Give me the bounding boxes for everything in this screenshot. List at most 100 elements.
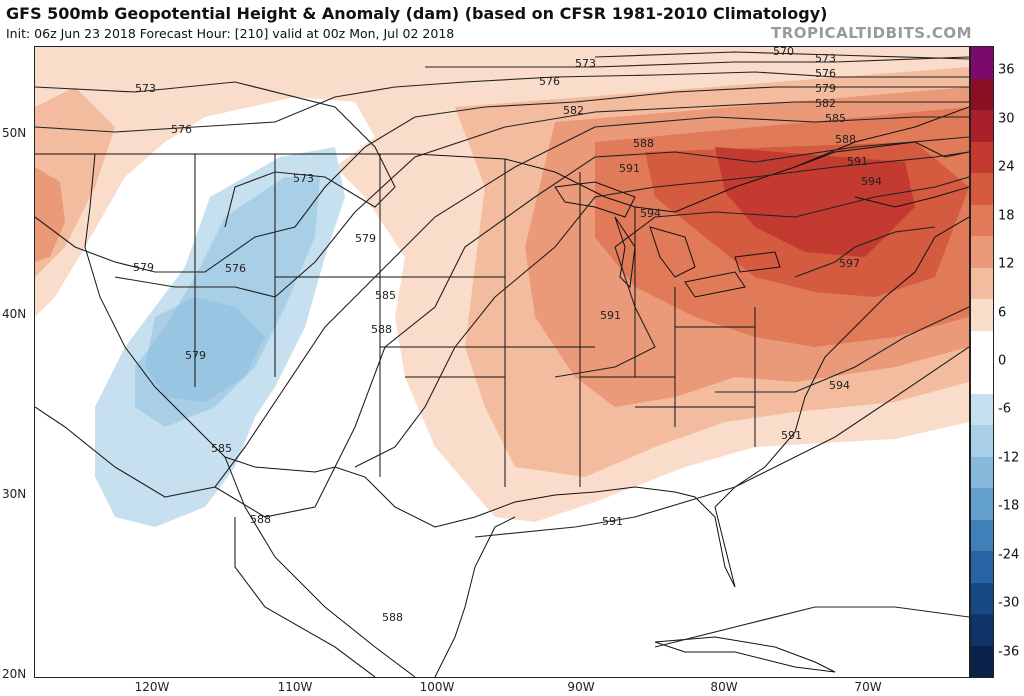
contour-value-label: 588 bbox=[835, 133, 856, 146]
map-panel: 570 573 573 576 579 573 576 579 582 585 588 591 594 5… bbox=[34, 46, 970, 678]
colorbar-tick-label: -30 bbox=[998, 595, 1020, 611]
colorbar-segment bbox=[971, 393, 993, 425]
colorbar-tick-label: 24 bbox=[998, 159, 1015, 175]
lon-label-100w: 100W bbox=[419, 680, 455, 694]
contour-value-label: 597 bbox=[839, 257, 860, 270]
contour-value-label: 579 bbox=[815, 82, 836, 95]
lat-label-40n: 40N bbox=[2, 307, 27, 321]
chart-title: GFS 500mb Geopotential Height & Anomaly … bbox=[6, 4, 828, 23]
colorbar-segment bbox=[971, 362, 993, 394]
contour-588 bbox=[214, 136, 969, 518]
contour-value-label: 585 bbox=[211, 442, 232, 455]
contour-value-label: 576 bbox=[815, 67, 836, 80]
colorbar-segment bbox=[971, 173, 993, 205]
cuba-outline bbox=[654, 636, 836, 673]
contour-value-label: 573 bbox=[575, 57, 596, 70]
lon-label-110w: 110W bbox=[277, 680, 313, 694]
contour-576 bbox=[35, 71, 969, 133]
anomaly-positive-36 bbox=[715, 147, 915, 257]
colorbar-segment bbox=[971, 330, 993, 362]
contour-573 bbox=[35, 56, 969, 228]
contour-value-label: 594 bbox=[640, 207, 661, 220]
colorbar-segment bbox=[971, 204, 993, 236]
canada-coast bbox=[794, 141, 969, 208]
gulf-coast bbox=[514, 216, 969, 588]
colorbar-segment bbox=[971, 551, 993, 583]
contour-value-label: 573 bbox=[815, 52, 836, 65]
lon-label-90w: 90W bbox=[567, 680, 595, 694]
weather-map: 570 573 573 576 579 573 576 579 582 585 588 591 594 5… bbox=[35, 47, 969, 677]
colorbar-segment bbox=[971, 110, 993, 142]
contour-value-label: 579 bbox=[133, 261, 154, 274]
brand-watermark: TROPICALTIDBITS.COM bbox=[771, 24, 972, 42]
contour-value-label: 591 bbox=[619, 162, 640, 175]
contour-value-label: 573 bbox=[135, 82, 156, 95]
colorbar-tick-label: -36 bbox=[998, 644, 1020, 660]
contour-594 bbox=[554, 176, 969, 393]
colorbar-segment bbox=[971, 141, 993, 173]
colorbar-segment bbox=[971, 519, 993, 551]
us-west-coast bbox=[84, 153, 226, 458]
colorbar-segment bbox=[971, 236, 993, 268]
us-mexico-border bbox=[224, 456, 516, 528]
contour-value-label: 588 bbox=[382, 611, 403, 624]
anomaly-negative-12 bbox=[135, 177, 320, 427]
contour-labels: 570 573 573 576 579 573 576 579 582 585 588 591 594 5… bbox=[133, 47, 882, 624]
contour-579 bbox=[35, 86, 969, 273]
contour-588-south bbox=[234, 517, 969, 677]
colorbar-segment bbox=[971, 456, 993, 488]
lon-label-80w: 80W bbox=[710, 680, 738, 694]
colorbar-tick-label: 36 bbox=[998, 62, 1015, 78]
contour-585 bbox=[35, 116, 969, 498]
contour-value-label: 591 bbox=[781, 429, 802, 442]
colorbar-tick-label: -18 bbox=[998, 498, 1020, 514]
contour-value-label: 576 bbox=[539, 75, 560, 88]
colorbar-segment bbox=[971, 645, 993, 677]
contour-value-label: 591 bbox=[602, 515, 623, 528]
colorbar-tick-label: -6 bbox=[998, 401, 1011, 417]
lat-label-20n: 20N bbox=[2, 667, 27, 681]
colorbar-tick-label: -12 bbox=[998, 450, 1020, 466]
state-lines-plains bbox=[194, 154, 756, 487]
colorbar-segment bbox=[971, 47, 993, 79]
us-canada-border bbox=[35, 106, 969, 213]
colorbar-tick-label: -24 bbox=[998, 547, 1020, 563]
mexico-coast bbox=[224, 456, 516, 677]
contour-value-label: 585 bbox=[375, 289, 396, 302]
colorbar-tick-label: 12 bbox=[998, 256, 1015, 272]
great-lakes bbox=[554, 181, 781, 298]
contour-597 bbox=[794, 226, 936, 278]
anomaly-west-coast-12 bbox=[35, 167, 65, 262]
contour-value-label: 579 bbox=[355, 232, 376, 245]
lat-label-50n: 50N bbox=[2, 126, 27, 140]
colorbar-segment bbox=[971, 78, 993, 110]
contour-570 bbox=[594, 51, 969, 60]
colorbar-segment bbox=[971, 267, 993, 299]
colorbar-segment bbox=[971, 488, 993, 520]
contour-591 bbox=[354, 151, 969, 538]
contour-value-label: 582 bbox=[815, 97, 836, 110]
contour-value-label: 588 bbox=[250, 513, 271, 526]
colorbar-segment bbox=[971, 425, 993, 457]
lon-label-120w: 120W bbox=[134, 680, 170, 694]
contour-value-label: 573 bbox=[293, 172, 314, 185]
lon-label-70w: 70W bbox=[854, 680, 882, 694]
contour-value-label: 591 bbox=[600, 309, 621, 322]
contour-value-label: 585 bbox=[825, 112, 846, 125]
colorbar-tick-label: 30 bbox=[998, 111, 1015, 127]
contour-value-label: 576 bbox=[171, 123, 192, 136]
borders-layer bbox=[35, 106, 969, 677]
contour-value-label: 588 bbox=[633, 137, 654, 150]
contour-value-label: 582 bbox=[563, 104, 584, 117]
contour-value-label: 576 bbox=[225, 262, 246, 275]
colorbar-tick-label: 6 bbox=[998, 305, 1007, 321]
lat-label-30n: 30N bbox=[2, 487, 27, 501]
contour-value-label: 594 bbox=[829, 379, 850, 392]
contour-value-label: 579 bbox=[185, 349, 206, 362]
colorbar-tick-label: 0 bbox=[998, 353, 1007, 369]
contour-value-label: 594 bbox=[861, 175, 882, 188]
contour-value-label: 570 bbox=[773, 47, 794, 58]
colorbar-tick-label: 18 bbox=[998, 208, 1015, 224]
height-contours bbox=[35, 51, 969, 677]
colorbar-segment bbox=[971, 614, 993, 646]
